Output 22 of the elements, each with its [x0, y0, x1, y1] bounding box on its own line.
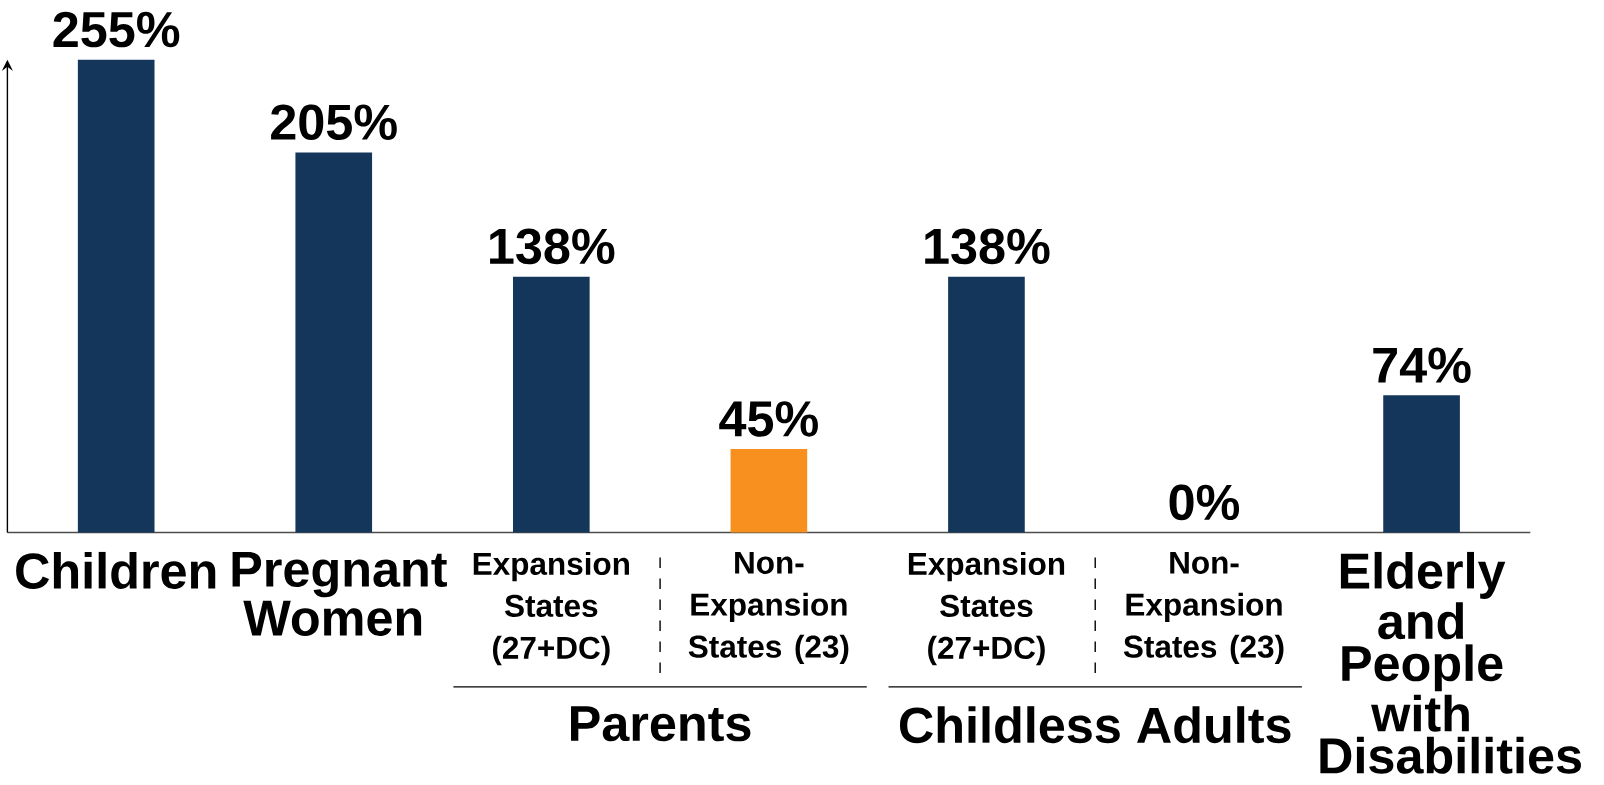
x-tick-label: Expansion States (27+DC) [908, 551, 1065, 665]
data-label: 0% [1169, 484, 1240, 520]
text: Childless Adults [899, 706, 1291, 743]
text: Parents [571, 705, 751, 742]
x-tick-label: Children [16, 551, 216, 589]
x-tick-label: Pregnant Women [232, 551, 447, 636]
bar [77, 59, 155, 533]
x-tick-label: Non-Expansion States (23) [688, 551, 849, 664]
bar [730, 448, 808, 533]
x-tick-label: Non-Expansion States (23) [1123, 551, 1284, 664]
data-label: 255% [53, 11, 180, 48]
data-label: 45% [719, 400, 818, 437]
bar [512, 276, 590, 533]
data-label: 138% [925, 228, 1050, 265]
data-label: 74% [1373, 347, 1471, 383]
x-tick-label: Elderly and People with Disabilities [1320, 551, 1581, 774]
x-tick-label: Expansion States (27+DC) [473, 551, 629, 665]
bar [295, 152, 373, 533]
data-label: 205% [271, 104, 397, 140]
bar [1383, 395, 1460, 533]
bar [948, 276, 1025, 533]
data-label: 138% [490, 228, 615, 265]
